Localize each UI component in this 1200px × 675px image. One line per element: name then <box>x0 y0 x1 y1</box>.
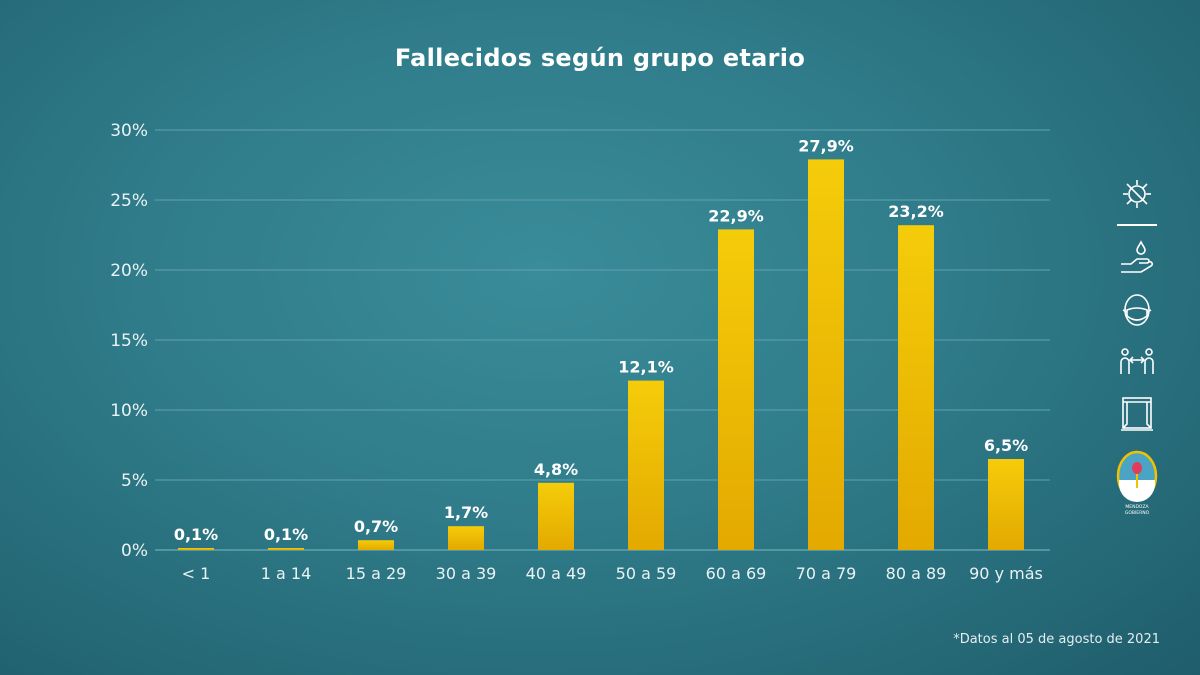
window-ventilation-icon <box>1115 392 1159 436</box>
x-category-label: 1 a 14 <box>261 564 312 583</box>
x-category-label: 30 a 39 <box>436 564 497 583</box>
x-category-label: 60 a 69 <box>706 564 767 583</box>
bar <box>898 225 934 550</box>
x-category-label: < 1 <box>182 564 211 583</box>
face-mask-icon <box>1115 288 1159 332</box>
data-label: 4,8% <box>534 460 578 479</box>
data-label: 6,5% <box>984 436 1028 455</box>
bar <box>538 482 574 550</box>
y-tick-label: 10% <box>110 401 148 421</box>
x-category-label: 80 a 89 <box>886 564 947 583</box>
data-label: 23,2% <box>888 202 944 221</box>
y-tick-label: 20% <box>110 261 148 281</box>
data-label: 12,1% <box>618 358 674 377</box>
data-labels: 0,1% 0,1% 0,7% 1,7% 4,8% 12,1% 22,9% 27,9% 23,2%… <box>174 136 1028 544</box>
x-axis-categories: < 1 1 a 14 15 a 29 30 a 39 40 a 49 50 a 59 60 … <box>182 564 1043 583</box>
data-label: 1,7% <box>444 503 488 522</box>
y-tick-label: 5% <box>121 471 148 491</box>
social-distance-icon <box>1115 340 1159 384</box>
footnote: *Datos al 05 de agosto de 2021 <box>953 632 1160 647</box>
x-category-label: 40 a 49 <box>526 564 587 583</box>
data-label: 27,9% <box>798 136 854 155</box>
bar <box>358 540 394 550</box>
bar <box>178 548 214 550</box>
x-category-label: 90 y más <box>969 564 1043 583</box>
svg-text:MENDOZA: MENDOZA <box>1125 504 1149 510</box>
data-label: 0,1% <box>174 525 218 544</box>
bar <box>988 459 1024 550</box>
sidebar-icons: MENDOZA GOBIERNO <box>1112 172 1162 518</box>
hand-wash-icon <box>1115 236 1159 280</box>
y-tick-label: 30% <box>110 121 148 141</box>
sidebar-divider <box>1117 224 1157 226</box>
bars <box>178 159 1024 550</box>
y-axis-ticks: 0% 5% 10% 15% 20% 25% 30% <box>110 121 148 561</box>
chart-title: Fallecidos según grupo etario <box>394 44 806 72</box>
mendoza-gobierno-logo: MENDOZA GOBIERNO <box>1112 448 1162 518</box>
bar <box>718 229 754 550</box>
data-label: 22,9% <box>708 206 764 225</box>
bar <box>448 526 484 550</box>
data-label: 0,7% <box>354 517 398 536</box>
data-label: 0,1% <box>264 525 308 544</box>
x-category-label: 50 a 59 <box>616 564 677 583</box>
y-tick-label: 25% <box>110 191 148 211</box>
y-tick-label: 0% <box>121 541 148 561</box>
bar <box>268 548 304 550</box>
svg-text:GOBIERNO: GOBIERNO <box>1125 510 1150 516</box>
x-category-label: 70 a 79 <box>796 564 857 583</box>
grid-lines <box>155 129 1050 551</box>
bar <box>808 159 844 550</box>
y-tick-label: 15% <box>110 331 148 351</box>
virus-icon <box>1115 172 1159 216</box>
bar <box>628 380 664 550</box>
x-category-label: 15 a 29 <box>346 564 407 583</box>
